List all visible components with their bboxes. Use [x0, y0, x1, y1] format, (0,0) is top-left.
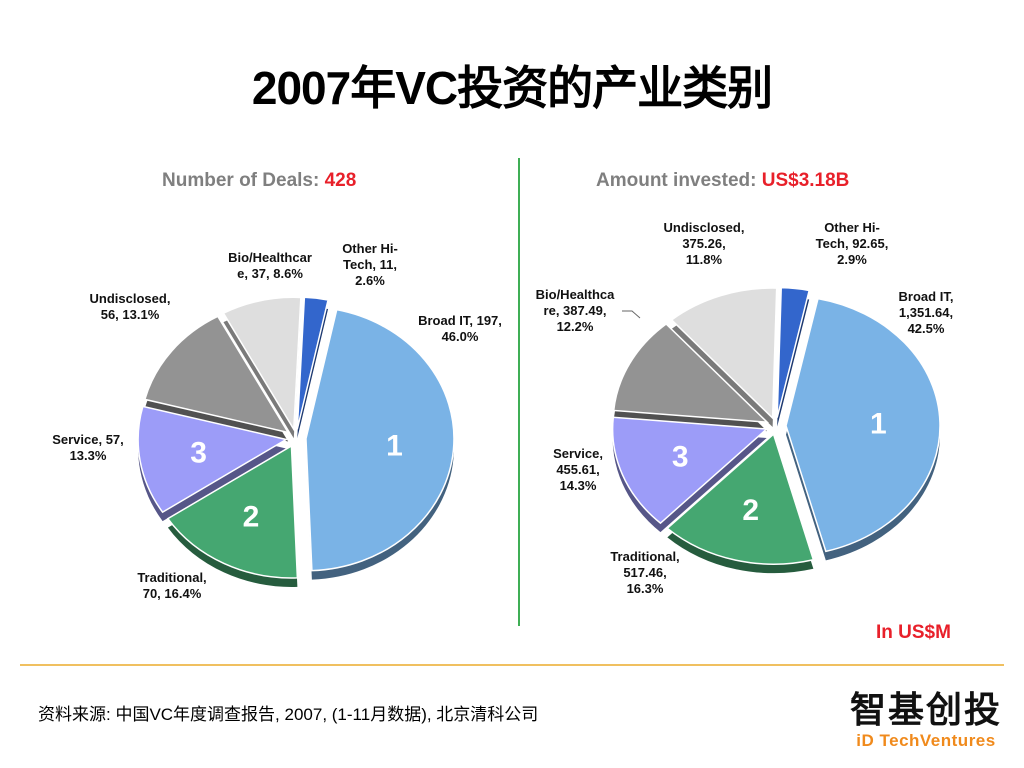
- pie-slice-broad-it: [305, 308, 455, 572]
- slice-label-line: re, 387.49,: [544, 303, 607, 318]
- leader-line-bio-healthcare: [622, 310, 641, 319]
- rank-label-service: 3: [672, 440, 689, 473]
- pie-slice-other-hi-tech: [296, 296, 329, 430]
- amount-title-prefix: Amount invested:: [596, 170, 762, 191]
- deals-title-value: 428: [324, 170, 357, 191]
- rank-label-traditional: 2: [243, 500, 260, 533]
- unit-note: In US$M: [876, 622, 951, 643]
- pie-slice-other-hi-tech: [776, 286, 811, 418]
- rank-label-service: 3: [190, 436, 207, 469]
- slice-label-other-hi-tech: Other Hi-Tech, 11, 2.6%: [342, 241, 398, 288]
- amount-title-value: US$3.18B: [761, 170, 850, 191]
- pie-slice-service: [611, 416, 769, 525]
- slice-label-line: 2.6%: [355, 273, 385, 288]
- slice-label-line: Tech, 11,: [343, 257, 397, 272]
- rank-label-broad-it: 1: [386, 429, 403, 462]
- slice-label-bio-healthcare: Bio/Healthca re, 387.49, 12.2%: [536, 287, 616, 334]
- slice-label-line: 375.26,: [682, 236, 725, 251]
- slice-label-line: 11.8%: [686, 252, 723, 267]
- pie-slice-undisclosed: [670, 287, 778, 420]
- slice-label-line: Broad IT,: [899, 289, 954, 304]
- slice-label-service: Service, 57, 13.3%: [52, 432, 124, 463]
- slice-label-line: Tech, 92.65,: [816, 236, 889, 251]
- slice-label-undisclosed: Undisclosed, 56, 13.1%: [90, 291, 171, 322]
- slice-label-broad-it: Broad IT, 197, 46.0%: [418, 313, 502, 344]
- slice-label-undisclosed: Undisclosed, 375.26, 11.8%: [664, 220, 745, 267]
- pie-slice-traditional: [166, 444, 299, 579]
- pie-slice-bio-healthcare: [612, 323, 770, 424]
- deals-chart-title: Number of Deals: 428: [162, 170, 356, 192]
- logo-chinese: 智基创投: [849, 689, 1002, 730]
- slice-label-service: Service, 455.61, 14.3%: [553, 446, 603, 493]
- slice-label-line: Broad IT, 197,: [418, 313, 502, 328]
- slice-label-line: Undisclosed,: [664, 220, 745, 235]
- slice-label-line: Traditional,: [137, 570, 206, 585]
- slice-label-line: Bio/Healthca: [536, 287, 616, 302]
- source-note: 资料来源: 中国VC年度调查报告, 2007, (1-11月数据), 北京清科公…: [38, 705, 539, 724]
- deals-title-prefix: Number of Deals:: [162, 170, 325, 191]
- slice-label-line: 455.61,: [556, 462, 599, 477]
- company-logo: 智基创投 iD TechVentures: [846, 690, 1006, 752]
- slice-label-line: Other Hi-: [342, 241, 398, 256]
- pie-slice-service: [137, 405, 289, 514]
- slice-label-line: 16.3%: [627, 581, 664, 596]
- footer-divider: [20, 664, 1004, 666]
- slice-label-broad-it: Broad IT, 1,351.64, 42.5%: [899, 289, 954, 336]
- amount-chart-title: Amount invested: US$3.18B: [596, 170, 849, 192]
- slice-label-line: e, 37, 8.6%: [237, 266, 303, 281]
- pie-slice-bio-healthcare: [222, 296, 302, 432]
- rank-label-broad-it: 1: [870, 408, 887, 441]
- rank-label-traditional: 2: [742, 494, 759, 527]
- slice-label-line: 1,351.64,: [899, 305, 953, 320]
- slice-label-traditional: Traditional, 517.46, 16.3%: [610, 549, 679, 596]
- chart-divider: [518, 158, 520, 626]
- slice-label-line: 14.3%: [560, 478, 597, 493]
- slice-label-line: 46.0%: [442, 329, 479, 344]
- pie-slice-broad-it: [785, 297, 941, 553]
- logo-english: iD TechVentures: [856, 731, 996, 750]
- slice-label-bio-healthcare: Bio/Healthcar e, 37, 8.6%: [228, 250, 312, 281]
- slice-label-line: 12.2%: [557, 319, 594, 334]
- pie-slice-traditional: [666, 432, 815, 565]
- pie-slice-undisclosed: [143, 315, 290, 434]
- slice-label-line: Bio/Healthcar: [228, 250, 312, 265]
- slice-label-line: 13.3%: [70, 448, 107, 463]
- slice-label-other-hi-tech: Other Hi-Tech, 92.65, 2.9%: [816, 220, 889, 267]
- slice-label-line: Traditional,: [610, 549, 679, 564]
- slice-label-line: Service,: [553, 446, 603, 461]
- slice-label-line: 517.46,: [623, 565, 666, 580]
- slice-label-line: Service, 57,: [52, 432, 124, 447]
- slice-label-traditional: Traditional, 70, 16.4%: [137, 570, 206, 601]
- slice-label-line: Other Hi-: [824, 220, 880, 235]
- slice-label-line: 56, 13.1%: [101, 307, 160, 322]
- slice-label-line: Undisclosed,: [90, 291, 171, 306]
- slice-label-line: 2.9%: [837, 252, 867, 267]
- slice-label-line: 42.5%: [908, 321, 945, 336]
- slide-title: 2007年VC投资的产业类别: [251, 62, 773, 114]
- slice-label-line: 70, 16.4%: [143, 586, 202, 601]
